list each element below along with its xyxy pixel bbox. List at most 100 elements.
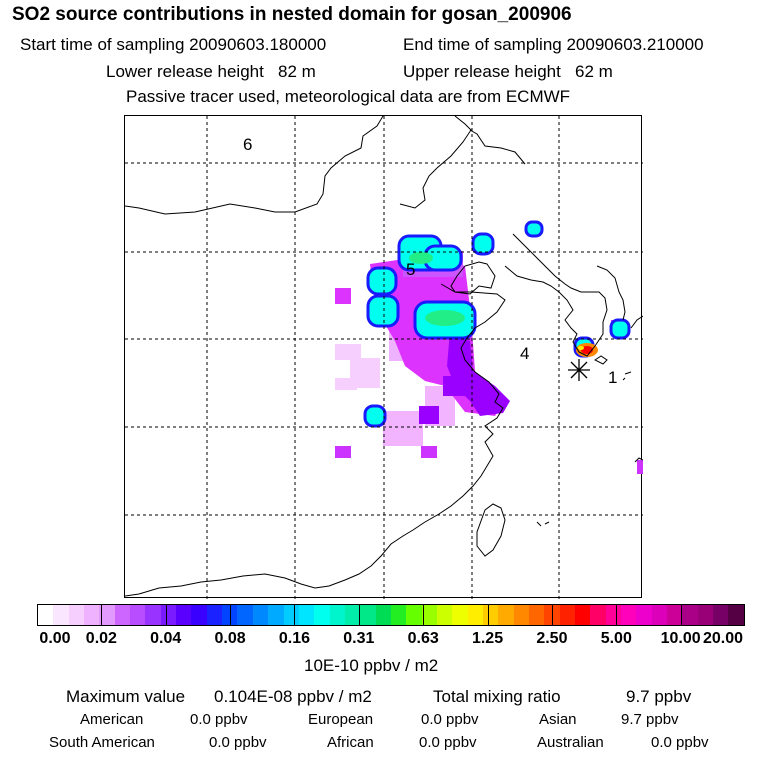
end-time: End time of sampling 20090603.210000 [403,35,704,54]
colorbar-cell [53,605,69,625]
tracer-note: Passive tracer used, meteorological data… [126,87,571,106]
colorbar-units: 10E-10 ppbv / m2 [304,656,439,675]
colorbar-cell [590,605,606,625]
colorbar-cell [682,605,698,625]
plume-patch [421,446,437,458]
colorbar-tick-label: 0.02 [85,630,117,647]
colorbar-cell [84,605,100,625]
map-canvas: 6 5 4 1 [125,116,643,599]
region-label-4: 4 [520,344,529,363]
plume-core [443,376,473,396]
colorbar-cell [130,605,146,625]
region-name-australian: Australian [537,734,604,751]
colorbar-divider [165,604,167,626]
hotspot-edge [578,346,584,350]
plume-cell [471,232,495,256]
plume-cell [366,266,398,296]
colorbar-cell [329,605,345,625]
plume-patch [335,288,351,304]
plume-core [419,406,439,424]
colorbar-divider [230,604,232,626]
colorbar-cell [406,605,422,625]
colorbar-cell [222,605,238,625]
colorbar-tick-label: 0.31 [343,630,375,647]
colorbar-cell [145,605,161,625]
concentration-plume [335,220,643,474]
region-name-american: American [80,711,144,728]
colorbar-divider [487,604,489,626]
colorbar-divider [294,604,296,626]
plume-patch [335,446,351,458]
plume-haze [383,411,423,446]
region-value-european: 0.0 ppbv [421,711,479,728]
colorbar-cell [206,605,223,625]
max-value: 0.104E-08 ppbv / m2 [214,687,372,706]
colorbar-tick-label: 0.04 [150,630,182,647]
colorbar-cell [390,605,407,625]
colorbar-cell [697,605,714,625]
colorbar-cell [38,605,54,625]
colorbar-cell [651,605,668,625]
colorbar-divider [551,604,553,626]
colorbar-tick-label: 10.00 [660,630,701,647]
coastlines [125,116,643,597]
colorbar-cell [283,605,299,625]
colorbar-tick-label: 1.25 [471,630,504,647]
region-value-asian: 9.7 ppbv [621,711,679,728]
colorbar-cell [191,605,207,625]
region-name-asian: Asian [539,711,577,728]
colorbar-cell [529,605,545,625]
colorbar-divider [358,604,360,626]
plume-cell [363,404,387,428]
region-value-american: 0.0 ppbv [190,711,248,728]
colorbar-cell [713,605,729,625]
colorbar-cell [114,605,131,625]
total-mixing-label: Total mixing ratio [433,687,561,706]
colorbar-cell [421,605,437,625]
colorbar-cell [99,605,115,625]
colorbar-tick-label: 5.00 [600,630,632,647]
colorbar-cell [482,605,499,625]
colorbar-divider [423,604,425,626]
colorbar-cell [314,605,330,625]
colorbar-cell [160,605,177,625]
colorbar-cell [298,605,315,625]
figure-title: SO2 source contributions in nested domai… [12,4,572,25]
colorbar-divider [616,604,618,626]
colorbar-cell [621,605,637,625]
region-value-australian: 0.0 ppbv [651,734,709,751]
colorbar-cell [513,605,529,625]
colorbar-tick-label: 0.08 [214,630,246,647]
colorbar-cell [252,605,269,625]
colorbar-cell [176,605,192,625]
colorbar-cell [636,605,652,625]
region-name-european: European [308,711,374,728]
colorbar-divider [680,604,682,626]
colorbar-tick-label: 20.00 [702,630,744,647]
total-mixing-value: 9.7 ppbv [626,687,692,706]
colorbar-divider [101,604,103,626]
plume-haze [335,344,361,360]
plume-patch [637,460,643,474]
colorbar-cell [436,605,453,625]
start-time: Start time of sampling 20090603.180000 [20,35,327,54]
plume-cell [524,220,544,238]
colorbar-tick-label: 0.63 [407,630,439,647]
colorbar-cell [360,605,376,625]
plume-cell [609,318,631,340]
colorbar-cell [667,605,683,625]
plume-peak-green [425,310,465,326]
colorbar-cell [559,605,576,625]
upper-release-height: Upper release height 62 m [403,62,613,81]
plume-haze [350,358,380,388]
colorbar-cell [605,605,622,625]
lower-release-height: Lower release height 82 m [106,62,316,81]
colorbar-cell [268,605,284,625]
colorbar-cell [467,605,483,625]
colorbar-cell [344,605,361,625]
region-label-5: 5 [406,260,415,279]
colorbar-cell [498,605,514,625]
plume-core [447,331,510,416]
map-panel: 6 5 4 1 [124,115,643,599]
region-name-african: African [327,734,374,751]
